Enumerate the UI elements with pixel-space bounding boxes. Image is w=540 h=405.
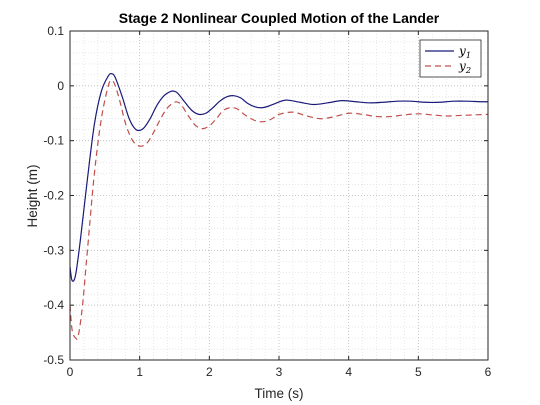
x-tick-label: 6 (485, 365, 492, 379)
series-line-y2 (70, 79, 488, 340)
x-tick-label: 2 (206, 365, 213, 379)
x-tick-label: 4 (345, 365, 352, 379)
legend-box (419, 39, 482, 78)
y-tick-label: 0.1 (47, 24, 64, 38)
tick-labels: 0 1 2 3 4 5 6 -0.5 -0.4 -0.3 -0.2 -0.1 0 0.1 (43, 24, 491, 379)
y-axis-label: Height (m) (25, 164, 40, 227)
series-line-y1 (70, 72, 488, 282)
series-layer (70, 72, 488, 340)
legend-label-sub: 2 (465, 66, 471, 76)
major-grid (69, 30, 489, 361)
y-tick-label: -0.4 (43, 298, 64, 312)
y-tick-label: -0.3 (43, 243, 64, 257)
chart-title: Stage 2 Nonlinear Coupled Motion of the … (119, 10, 440, 26)
x-tick-label: 5 (415, 365, 422, 379)
x-tick-label: 1 (136, 365, 143, 379)
x-tick-label: 0 (67, 365, 74, 379)
y-tick-label: -0.2 (43, 189, 64, 203)
x-tick-label: 3 (276, 365, 283, 379)
legend-label-sub: 1 (466, 51, 471, 61)
axis-ticks (69, 30, 489, 361)
y-tick-label: 0 (57, 79, 64, 93)
x-axis-label: Time (s) (255, 386, 304, 401)
y-tick-label: -0.5 (43, 353, 64, 367)
y-tick-label: -0.1 (43, 134, 64, 148)
